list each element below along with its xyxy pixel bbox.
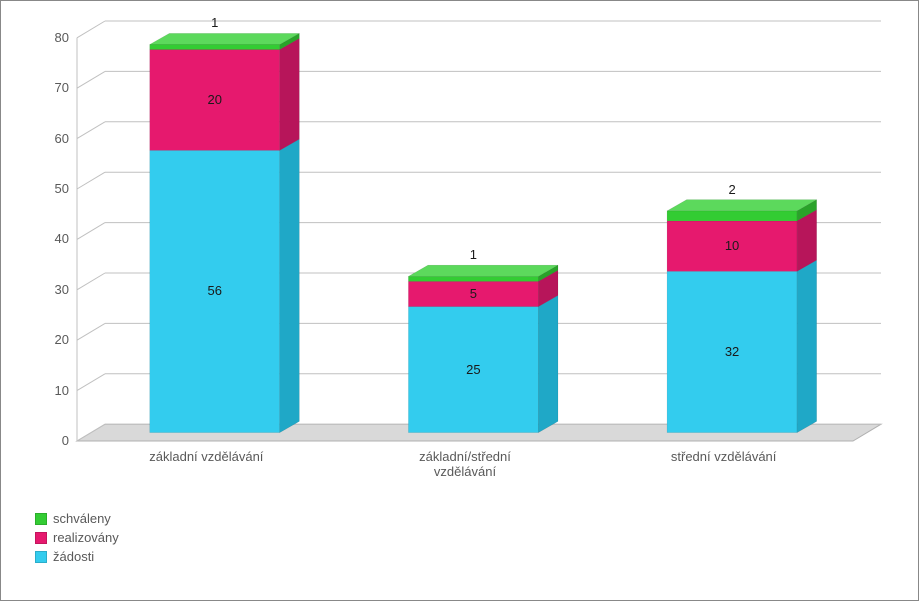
- data-label: 32: [712, 344, 752, 359]
- data-label: 1: [195, 15, 235, 30]
- y-tick-label: 0: [41, 433, 69, 448]
- legend-label-schvaleny: schváleny: [53, 511, 111, 526]
- data-label: 20: [195, 92, 235, 107]
- x-category-label: střední vzdělávání: [624, 449, 824, 464]
- y-tick-label: 10: [41, 383, 69, 398]
- chart-container: 0 10 20 30 40 50 60 70 80 základní vzdělávání zák…: [0, 0, 919, 601]
- y-tick-label: 70: [41, 80, 69, 95]
- y-tick-label: 30: [41, 282, 69, 297]
- data-label: 5: [453, 286, 493, 301]
- y-tick-label: 50: [41, 181, 69, 196]
- legend-swatch-schvaleny: [35, 513, 47, 525]
- legend-label-realizovany: realizovány: [53, 530, 119, 545]
- data-label: 56: [195, 283, 235, 298]
- plot-area: 0 10 20 30 40 50 60 70 80 základní vzdělávání zák…: [41, 11, 901, 491]
- data-label: 1: [453, 247, 493, 262]
- data-label: 25: [453, 362, 493, 377]
- legend-item-zadosti: žádosti: [35, 549, 119, 564]
- y-tick-label: 80: [41, 30, 69, 45]
- x-category-label: základní vzdělávání: [106, 449, 306, 464]
- y-tick-label: 40: [41, 231, 69, 246]
- legend-swatch-zadosti: [35, 551, 47, 563]
- data-label: 10: [712, 238, 752, 253]
- legend-item-realizovany: realizovány: [35, 530, 119, 545]
- x-category-label: základní/střední vzdělávání: [365, 449, 565, 479]
- legend-item-schvaleny: schváleny: [35, 511, 119, 526]
- legend-label-zadosti: žádosti: [53, 549, 94, 564]
- legend-swatch-realizovany: [35, 532, 47, 544]
- y-tick-label: 20: [41, 332, 69, 347]
- legend: schváleny realizovány žádosti: [35, 511, 119, 568]
- data-label: 2: [712, 182, 752, 197]
- y-tick-label: 60: [41, 131, 69, 146]
